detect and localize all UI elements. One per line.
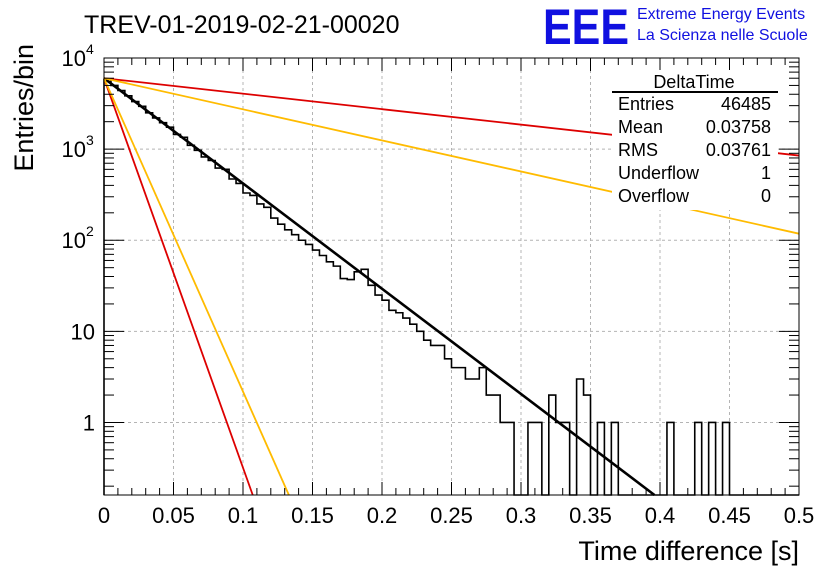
x-tick-label: 0.05 (152, 503, 195, 528)
y-tick-label: 10 (62, 228, 86, 253)
eee-logo: EEE Extreme Energy Events La Scienza nel… (543, 0, 808, 55)
stats-label: Underflow (618, 163, 700, 183)
x-tick-label: 0.25 (430, 503, 473, 528)
logo-line1: Extreme Energy Events (637, 6, 805, 23)
y-axis-label: Entries/bin (9, 44, 39, 172)
x-tick-label: 0.45 (708, 503, 751, 528)
x-tick-label: 0.1 (228, 503, 259, 528)
x-tick-label: 0.15 (291, 503, 334, 528)
stats-label: Mean (618, 117, 663, 137)
stats-value: 0.03758 (706, 117, 771, 137)
x-axis-label: Time difference [s] (578, 536, 799, 566)
stats-header: DeltaTime (653, 72, 734, 92)
y-tick-exponent: 2 (86, 223, 94, 239)
stats-value: 1 (761, 163, 771, 183)
y-tick-exponent: 4 (86, 41, 94, 57)
fit-line (103, 77, 656, 497)
x-axis: 0 0.05 0.1 0.15 0.2 0.25 0.3 0.35 0.4 0.45 0.5 (98, 58, 814, 528)
x-tick-label: 0.4 (645, 503, 676, 528)
y-tick-label: 10 (71, 319, 95, 344)
x-tick-label: 0.3 (506, 503, 537, 528)
y-tick-label: 10 (62, 46, 86, 71)
stats-value: 0 (761, 186, 771, 206)
stats-value: 0.03761 (706, 140, 771, 160)
x-tick-label: 0.2 (367, 503, 398, 528)
x-tick-label: 0.5 (784, 503, 815, 528)
stats-value: 46485 (721, 94, 771, 114)
fit-line (103, 77, 290, 496)
logo-letters: EEE (543, 0, 629, 55)
x-tick-label: 0.35 (569, 503, 612, 528)
stats-label: Overflow (618, 186, 690, 206)
fit-line (103, 77, 254, 496)
logo-line2: La Scienza nelle Scuole (637, 27, 808, 44)
y-tick-label: 10 (62, 137, 86, 162)
y-tick-label: 1 (83, 410, 95, 435)
stats-label: Entries (618, 94, 674, 114)
stats-box: DeltaTime Entries 46485 Mean 0.03758 RMS 0.03… (612, 70, 778, 210)
stats-rows: Entries 46485 Mean 0.03758 RMS 0.03761 Underfl… (618, 94, 771, 206)
chart-title: TREV-01-2019-02-21-00020 (84, 11, 399, 39)
x-tick-label: 0 (98, 503, 110, 528)
y-tick-exponent: 3 (86, 132, 94, 148)
stats-label: RMS (618, 140, 658, 160)
stats-box-bg (612, 70, 778, 210)
